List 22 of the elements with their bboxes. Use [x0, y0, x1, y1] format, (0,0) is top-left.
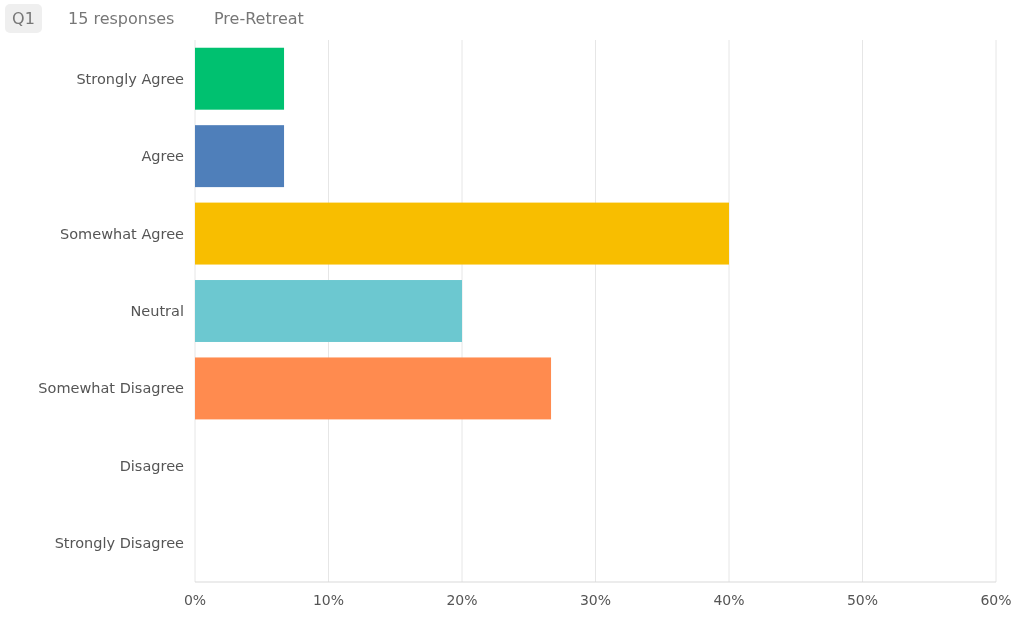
- text: Q1: [12, 9, 35, 28]
- y-tick-label: Agree: [141, 148, 185, 165]
- x-tick-label: 10%: [312, 592, 345, 608]
- y-tick-label: Strongly Agree: [76, 70, 185, 87]
- y-tick-label: Neutral: [130, 303, 184, 319]
- x-tick-label: 20%: [446, 592, 478, 608]
- text: Pre-Retreat: [214, 9, 304, 28]
- y-tick-label: Disagree: [119, 457, 185, 474]
- chart-subtitle: 15 responses: [68, 9, 175, 28]
- y-tick-label: Somewhat Disagree: [38, 380, 185, 397]
- y-tick-label: Strongly Disagree: [54, 535, 185, 552]
- x-tick-label: 40%: [713, 592, 745, 608]
- bar: [195, 202, 729, 265]
- x-tick-label: 30%: [579, 592, 612, 608]
- x-tick-label: 60%: [980, 592, 1012, 608]
- bar: [195, 47, 285, 110]
- bar: [195, 357, 552, 420]
- x-tick-label: 0%: [183, 592, 207, 608]
- x-tick-label: 50%: [846, 592, 879, 608]
- bar: [195, 280, 462, 342]
- y-tick-label: Somewhat Agree: [60, 225, 185, 242]
- bar: [195, 125, 285, 188]
